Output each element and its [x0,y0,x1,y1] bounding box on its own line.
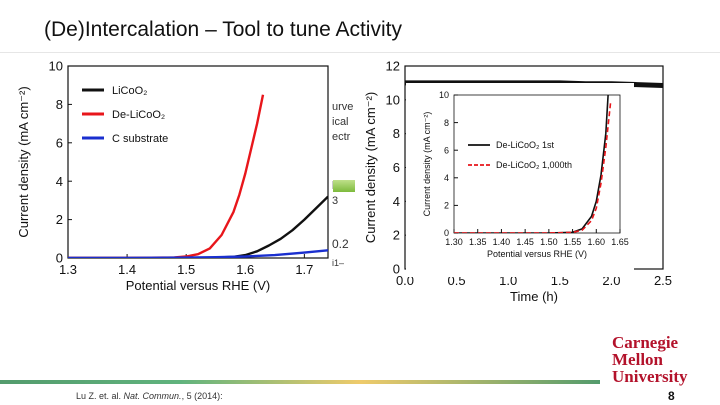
logo-line: University [612,367,688,386]
y-tick-label: 2 [444,201,449,211]
y-tick-label: 8 [393,126,400,141]
x-tick-label: 1.30 [445,237,463,247]
university-logo: Carnegie Mellon University [612,334,712,385]
x-tick-label: 1.4 [118,262,136,277]
logo-line: Carnegie [612,333,679,352]
y-axis-label: Current density (mA cm⁻²) [422,112,432,217]
x-axis-label: Potential versus RHE (V) [487,249,587,259]
x-tick-label: 1.40 [493,237,511,247]
occluded-line: 3 [332,195,339,207]
page-number: 8 [668,389,675,403]
x-tick-label: 1.6 [236,262,254,277]
plot-background [454,95,620,233]
occluded-sub: i1– [332,258,345,268]
citation-rest: , 5 (2014): [181,391,223,401]
y-tick-label: 0 [444,228,449,238]
x-tick-label: 1.55 [564,237,582,247]
x-tick-label: 1.5 [177,262,195,277]
y-tick-label: 4 [393,194,400,209]
occluded-tick: 0.2 [332,237,349,251]
plot-background [68,66,328,258]
inset-legend-label: De-LiCoO₂ 1,000th [496,160,572,170]
legend-label: LiCoO₂ [112,85,147,97]
x-axis-label: Time (h) [510,289,558,304]
x-tick-label: 1.50 [540,237,558,247]
y-tick-label: 10 [49,59,63,74]
logo-line: Mellon [612,350,663,369]
y-tick-label: 0 [56,251,63,266]
occluded-line: ical [332,116,349,128]
x-tick-label: 1.60 [588,237,606,247]
occluded-line: urve [332,101,354,113]
series-line [454,94,609,233]
y-tick-label: 6 [444,145,449,155]
y-tick-label: 4 [56,174,63,189]
y-tick-label: 12 [386,59,400,74]
y-tick-label: 8 [444,118,449,128]
series-line [68,195,328,258]
legend-label: C substrate [112,133,168,145]
green-marker [333,180,355,192]
y-tick-label: 2 [393,228,400,243]
y-tick-label: 10 [386,92,400,107]
y-axis-label: Current density (mA cm⁻²) [363,92,378,243]
legend-label: De-LiCoO₂ [112,109,165,121]
x-tick-label: 1.45 [516,237,534,247]
title-divider [0,52,720,53]
y-tick-label: 6 [393,160,400,175]
occluded-line: ectr [332,131,351,143]
slide-title: (De)Intercalation – Tool to tune Activit… [44,18,402,41]
x-tick-label: 1.35 [469,237,487,247]
x-tick-label: 1.3 [59,262,77,277]
x-tick-label: 2.5 [654,273,672,288]
y-tick-label: 0 [393,262,400,277]
x-axis-label: Potential versus RHE (V) [126,278,271,293]
y-axis-label: Current density (mA cm⁻²) [16,86,31,237]
y-tick-label: 4 [444,173,449,183]
citation-journal: Nat. Commun. [123,391,182,401]
y-tick-label: 8 [56,97,63,112]
y-tick-label: 10 [439,90,449,100]
footer-band [0,380,600,384]
x-tick-label: 1.7 [295,262,313,277]
citation: Lu Z. et. al. Nat. Commun., 5 (2014): [76,391,223,401]
y-tick-label: 6 [56,135,63,150]
x-tick-label: 1.65 [611,237,629,247]
inset-legend-label: De-LiCoO₂ 1st [496,140,555,150]
series-line [68,249,328,258]
citation-authors: Lu Z. et. al. [76,391,124,401]
y-tick-label: 2 [56,212,63,227]
